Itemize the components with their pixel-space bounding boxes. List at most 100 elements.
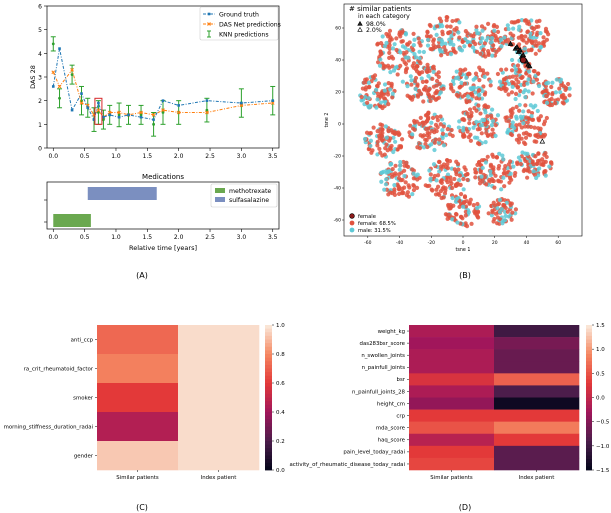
female-patient-point: [464, 224, 470, 229]
female-patient-point: [386, 102, 391, 107]
das-net-point: [139, 110, 143, 115]
female-patient-point: [525, 120, 530, 125]
das-net-point: [57, 84, 62, 89]
female-patient-point: [387, 43, 392, 48]
female-patient-point: [427, 183, 432, 188]
female-patient-point: [536, 151, 541, 156]
colorbar-segment: [265, 455, 272, 460]
x-tick-label: 0: [462, 240, 465, 246]
female-patient-point: [549, 96, 554, 102]
colorbar-tick-label: 0.0: [276, 468, 285, 474]
female-patient-point: [411, 47, 416, 53]
row-label: mda_score: [376, 426, 406, 432]
female-patient-point: [433, 137, 438, 142]
colorbar-tick-label: 0.4: [276, 410, 285, 416]
ground-truth-point: [108, 113, 112, 117]
das-net-point: [107, 110, 112, 115]
male-patient-point: [374, 87, 379, 92]
male-patient-point: [492, 28, 497, 33]
female-patient-point: [411, 61, 417, 66]
colorbar-segment: [265, 444, 272, 449]
female-patient-point: [392, 192, 397, 198]
female-patient-point: [516, 18, 521, 24]
male-patient-point: [383, 182, 389, 187]
colorbar-segment: [265, 404, 272, 409]
male-patient-point: [498, 37, 504, 42]
female-patient-point: [482, 92, 487, 97]
female-patient-point: [388, 190, 393, 195]
female-patient-point: [434, 96, 440, 101]
plot-frame: [343, 3, 583, 237]
female-patient-point: [458, 192, 464, 197]
female-patient-point: [441, 162, 447, 167]
female-patient-point: [437, 192, 442, 198]
male-patient-point: [368, 103, 373, 108]
female-patient-point: [387, 65, 392, 70]
female-patient-point: [383, 64, 388, 69]
row-label: height_cm: [377, 401, 405, 407]
heatmap-cell: [409, 409, 495, 422]
female-patient-point: [513, 207, 519, 212]
female-patient-point: [428, 34, 433, 39]
legend-label: 98.0%: [366, 21, 386, 28]
colorbar-segment: [265, 466, 272, 471]
female-patient-point: [461, 176, 466, 182]
colorbar-segment: [586, 364, 592, 369]
colorbar-segment: [265, 325, 272, 330]
male-patient-point: [531, 105, 536, 110]
colorbar-segment: [586, 441, 592, 446]
female-patient-point: [529, 40, 534, 45]
female-patient-point: [467, 107, 473, 112]
colorbar-segment: [586, 346, 592, 351]
female-patient-point: [532, 69, 537, 74]
female-patient-point: [522, 18, 527, 23]
male-patient-point: [489, 40, 494, 45]
female-patient-point: [471, 39, 476, 45]
female-patient-point: [485, 114, 490, 119]
female-patient-point: [518, 89, 523, 94]
heatmap-cell: [178, 441, 260, 471]
female-patient-point: [508, 202, 513, 208]
row-label: anti_ccp: [71, 337, 94, 343]
female-patient-point: [469, 110, 474, 116]
male-patient-point: [489, 36, 495, 41]
male-patient-point: [379, 170, 384, 175]
male-patient-point: [518, 158, 523, 164]
female-patient-point: [529, 47, 534, 53]
female-patient-point: [432, 140, 437, 145]
female-patient-point: [387, 28, 393, 33]
female-patient-point: [439, 53, 444, 58]
male-patient-point: [531, 35, 536, 40]
female-patient-point: [364, 77, 369, 82]
female-patient-point: [451, 203, 456, 208]
x-tick-label: -20: [428, 240, 435, 246]
female-patient-point: [509, 90, 515, 95]
colorbar-segment: [265, 357, 272, 362]
heatmap-cell: [494, 361, 580, 374]
female-patient-point: [420, 120, 426, 125]
panel-label-b: (B): [459, 271, 471, 280]
female-patient-point: [495, 29, 501, 34]
female-patient-point: [484, 182, 489, 187]
panel-label-c: (C): [136, 503, 148, 512]
female-patient-point: [509, 20, 514, 25]
female-patient-point: [543, 169, 548, 174]
male-patient-point: [470, 45, 476, 50]
colorbar-segment: [586, 451, 592, 456]
male-patient-point: [505, 23, 510, 28]
colorbar-tick-label: 0.6: [276, 381, 285, 387]
female-patient-point: [536, 71, 541, 76]
female-patient-point: [398, 144, 403, 149]
female-patient-point: [467, 71, 472, 77]
male-patient-point: [405, 55, 411, 60]
female-patient-point: [463, 67, 468, 72]
male-patient-point: [451, 42, 456, 48]
heatmap-cell: [494, 409, 580, 422]
colorbar-segment: [265, 433, 272, 438]
male-patient-point: [408, 74, 413, 79]
female-patient-point: [452, 27, 457, 32]
female-patient-point: [387, 55, 392, 60]
female-patient-point: [455, 161, 461, 167]
